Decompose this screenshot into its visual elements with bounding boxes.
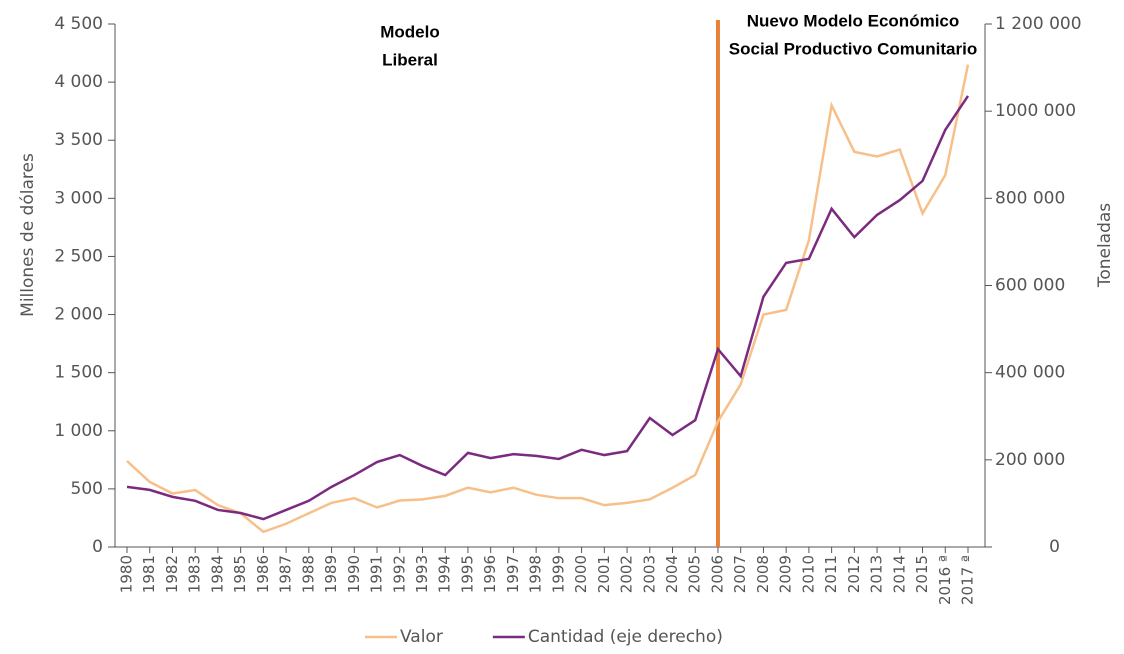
x-tick-label: 1981 <box>140 555 158 593</box>
x-tick-label: 2013 <box>868 555 886 593</box>
x-tick-label: 1993 <box>413 555 431 593</box>
annotation: Nuevo Modelo Económico <box>747 11 960 30</box>
x-tick-label: 2017 ª <box>959 555 977 605</box>
x-tick-label: 2000 <box>572 555 590 593</box>
x-tick-label: 1984 <box>208 555 226 593</box>
x-tick-label: 2010 <box>799 555 817 593</box>
x-tick-label: 2008 <box>754 555 772 593</box>
y-tick-label: 1 500 <box>54 363 103 383</box>
x-tick-label: 2005 <box>686 555 704 593</box>
y-tick-label: 500 <box>71 479 103 499</box>
series-line <box>126 64 970 534</box>
x-tick-label: 1987 <box>277 555 295 593</box>
series-line <box>126 95 970 521</box>
y2-tick-label: 1 200 000 <box>995 14 1082 34</box>
x-tick-label: 1985 <box>231 555 249 593</box>
y2-tick-label: 400 000 <box>995 363 1065 383</box>
y2-tick-label: 0 <box>1049 537 1060 557</box>
x-tick-label: 1992 <box>390 555 408 593</box>
x-tick-label: 2006 <box>708 555 726 593</box>
y2-tick-label: 1000 000 <box>995 101 1076 121</box>
x-tick-label: 1999 <box>549 555 567 593</box>
y-tick-label: 0 <box>92 537 103 557</box>
y2-tick-label: 800 000 <box>995 188 1065 208</box>
x-tick-label: 1996 <box>481 555 499 593</box>
y-tick-label: 2 500 <box>54 246 103 266</box>
x-tick-label: 1989 <box>322 555 340 593</box>
y-tick-label: 1 000 <box>54 421 103 441</box>
annotation: Social Productivo Comunitario <box>729 39 977 58</box>
x-tick-label: 2002 <box>618 555 636 593</box>
annotation: Modelo <box>380 22 440 41</box>
y-tick-label: 2 000 <box>54 305 103 325</box>
y-tick-label: 3 500 <box>54 130 103 150</box>
legend-label: Valor <box>400 627 443 647</box>
x-tick-label: 1980 <box>118 555 136 593</box>
legend-label: Cantidad (eje derecho) <box>528 627 723 647</box>
x-tick-label: 2016 ª <box>936 555 954 605</box>
x-tick-label: 1982 <box>163 555 181 593</box>
y-axis-label: Millones de dólares <box>18 153 38 317</box>
x-tick-label: 2009 <box>777 555 795 593</box>
x-tick-label: 1998 <box>527 555 545 593</box>
x-tick-label: 1983 <box>186 555 204 593</box>
x-tick-label: 1986 <box>254 555 272 593</box>
x-tick-label: 2001 <box>595 555 613 593</box>
x-tick-label: 2015 <box>913 555 931 593</box>
x-tick-label: 2014 <box>890 555 908 593</box>
x-tick-label: 2004 <box>663 555 681 593</box>
y-tick-label: 3 000 <box>54 188 103 208</box>
x-tick-label: 1995 <box>458 555 476 593</box>
y-tick-label: 4 000 <box>54 72 103 92</box>
y2-tick-label: 200 000 <box>995 450 1065 470</box>
x-tick-label: 1991 <box>368 555 386 593</box>
y-tick-label: 4 500 <box>54 14 103 34</box>
x-tick-label: 2011 <box>822 555 840 593</box>
y2-tick-label: 600 000 <box>995 276 1065 296</box>
x-tick-label: 1997 <box>504 555 522 593</box>
x-tick-label: 1990 <box>345 555 363 593</box>
x-tick-label: 1994 <box>436 555 454 593</box>
x-tick-label: 2007 <box>731 555 749 593</box>
annotation: Liberal <box>382 50 438 69</box>
x-tick-label: 2003 <box>640 555 658 593</box>
x-tick-label: 1988 <box>299 555 317 593</box>
x-tick-label: 2012 <box>845 555 863 593</box>
y2-axis-label: Toneladas <box>1095 203 1115 288</box>
